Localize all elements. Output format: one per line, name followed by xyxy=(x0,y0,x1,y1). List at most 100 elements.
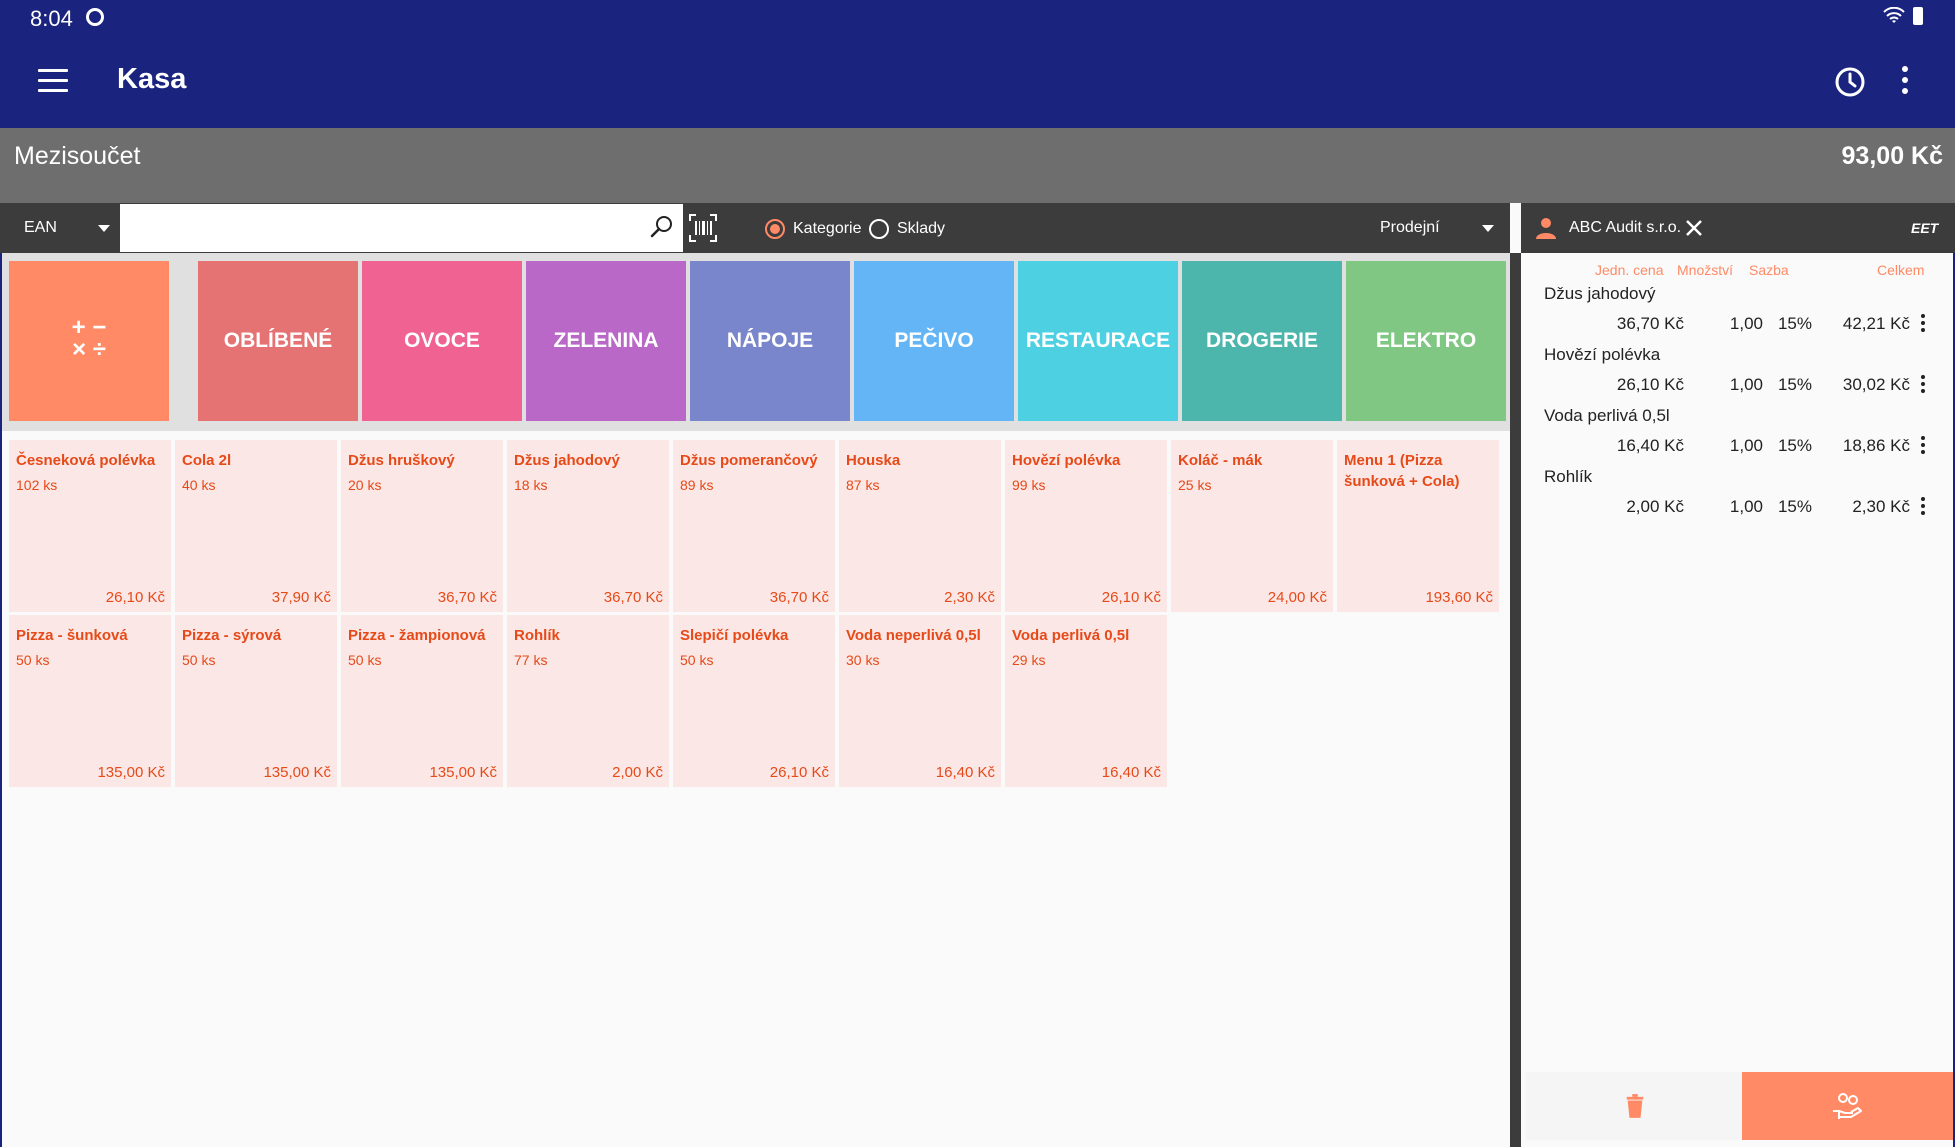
delete-button[interactable] xyxy=(1526,1072,1742,1140)
product-tile[interactable]: Voda perlivá 0,5l 29 ks 16,40 Kč xyxy=(1005,615,1167,787)
receipt-line-quantity: 1,00 xyxy=(1729,497,1763,516)
receipt-line-name[interactable]: Voda perlivá 0,5l xyxy=(1544,406,1670,425)
product-tile[interactable]: Rohlík 77 ks 2,00 Kč xyxy=(507,615,669,787)
receipt-line[interactable]: 26,10 Kč 1,00 15% 30,02 Kč xyxy=(1521,375,1955,399)
product-stock: 25 ks xyxy=(1178,477,1212,493)
receipt-line[interactable]: 36,70 Kč 1,00 15% 42,21 Kč xyxy=(1521,314,1955,338)
calculator-icon: + − × ÷ xyxy=(71,314,107,363)
customer-bar: ABC Audit s.r.o. EET xyxy=(1521,203,1955,253)
product-price: 36,70 Kč xyxy=(769,589,829,606)
close-icon[interactable] xyxy=(1683,217,1705,239)
clock-icon[interactable] xyxy=(1834,66,1866,98)
product-name: Džus pomerančový xyxy=(680,452,818,469)
product-tile[interactable]: Houska 87 ks 2,30 Kč xyxy=(839,440,1001,612)
price-type-select[interactable]: Prodejní xyxy=(1380,203,1500,253)
receipt-line[interactable]: 2,00 Kč 1,00 15% 2,30 Kč xyxy=(1521,497,1955,521)
more-vert-icon[interactable] xyxy=(1920,497,1926,519)
product-price: 16,40 Kč xyxy=(1101,764,1161,781)
receipt-line-name[interactable]: Hovězí polévka xyxy=(1544,345,1661,364)
customer-name[interactable]: ABC Audit s.r.o. xyxy=(1569,219,1682,236)
receipt-line-rate: 15% xyxy=(1777,375,1812,394)
product-name: Hovězí polévka xyxy=(1012,452,1121,469)
category-tile[interactable]: ELEKTRO xyxy=(1346,261,1506,421)
product-name: Pizza - žampionová xyxy=(348,627,486,644)
radio-category[interactable]: Kategorie xyxy=(765,219,862,239)
product-price: 135,00 Kč xyxy=(263,764,331,781)
pay-button[interactable] xyxy=(1742,1072,1953,1140)
radio-unselected-icon xyxy=(869,219,889,239)
panel-divider xyxy=(1510,253,1521,1147)
category-tile[interactable]: OVOCE xyxy=(362,261,522,421)
eet-icon[interactable]: EET xyxy=(1911,220,1939,236)
wifi-icon xyxy=(1883,7,1905,23)
product-price: 26,10 Kč xyxy=(105,589,165,606)
product-name: Slepičí polévka xyxy=(680,627,789,644)
product-tile[interactable]: Džus pomerančový 89 ks 36,70 Kč xyxy=(673,440,835,612)
product-tile[interactable]: Cola 2l 40 ks 37,90 Kč xyxy=(175,440,337,612)
product-tile[interactable]: Pizza - žampionová 50 ks 135,00 Kč xyxy=(341,615,503,787)
product-name: Menu 1 (Pizza šunková + Cola) xyxy=(1344,452,1460,490)
product-price: 193,60 Kč xyxy=(1425,589,1493,606)
calculator-button[interactable]: + − × ÷ xyxy=(9,261,169,421)
product-price: 135,00 Kč xyxy=(429,764,497,781)
menu-icon[interactable] xyxy=(38,69,68,93)
product-price: 2,30 Kč xyxy=(944,589,995,606)
receipt-line-total: 30,02 Kč xyxy=(1842,375,1910,394)
category-tile[interactable]: DROGERIE xyxy=(1182,261,1342,421)
product-tile[interactable]: Džus jahodový 18 ks 36,70 Kč xyxy=(507,440,669,612)
product-tile[interactable]: Menu 1 (Pizza šunková + Cola) 193,60 Kč xyxy=(1337,440,1499,612)
search-icon[interactable] xyxy=(649,214,675,240)
product-stock: 50 ks xyxy=(680,652,714,668)
receipt-line-quantity: 1,00 xyxy=(1729,436,1763,455)
product-stock: 50 ks xyxy=(16,652,50,668)
receipt-line-quantity: 1,00 xyxy=(1729,314,1763,333)
product-price: 37,90 Kč xyxy=(271,589,331,606)
code-type-select[interactable]: EAN xyxy=(14,203,118,253)
product-price: 26,10 Kč xyxy=(769,764,829,781)
receipt-line-unit-price: 16,40 Kč xyxy=(1616,436,1684,455)
receipt-line-name[interactable]: Rohlík xyxy=(1544,467,1593,486)
receipt-line-name[interactable]: Džus jahodový xyxy=(1544,284,1656,303)
product-price: 16,40 Kč xyxy=(935,764,995,781)
product-name: Džus jahodový xyxy=(514,452,620,469)
product-stock: 77 ks xyxy=(514,652,548,668)
product-tile[interactable]: Voda neperlivá 0,5l 30 ks 16,40 Kč xyxy=(839,615,1001,787)
category-tile[interactable]: ZELENINA xyxy=(526,261,686,421)
product-stock: 89 ks xyxy=(680,477,714,493)
radio-stock[interactable]: Sklady xyxy=(869,219,945,239)
page-title: Kasa xyxy=(117,63,187,95)
search-input[interactable] xyxy=(120,204,683,252)
receipt-panel: Jedn. cena Množství Sazba Celkem Džus ja… xyxy=(1521,253,1955,1147)
more-vert-icon[interactable] xyxy=(1920,436,1926,458)
notification-icon xyxy=(86,8,104,26)
header-unit-price: Jedn. cena xyxy=(1595,262,1664,278)
receipt-line-unit-price: 2,00 Kč xyxy=(1626,497,1684,516)
product-tile[interactable]: Džus hruškový 20 ks 36,70 Kč xyxy=(341,440,503,612)
chevron-down-icon xyxy=(1482,225,1494,232)
receipt-line-rate: 15% xyxy=(1777,497,1812,516)
app-bar: Kasa xyxy=(0,38,1955,128)
product-tile[interactable]: Hovězí polévka 99 ks 26,10 Kč xyxy=(1005,440,1167,612)
receipt-line-total: 18,86 Kč xyxy=(1842,436,1910,455)
radio-selected-icon xyxy=(765,219,785,239)
product-tile[interactable]: Pizza - šunková 50 ks 135,00 Kč xyxy=(9,615,171,787)
header-rate: Sazba xyxy=(1749,262,1789,278)
receipt-line-unit-price: 36,70 Kč xyxy=(1616,314,1684,333)
category-tile[interactable]: RESTAURACE xyxy=(1018,261,1178,421)
category-tile[interactable]: NÁPOJE xyxy=(690,261,850,421)
more-vert-icon[interactable] xyxy=(1920,375,1926,397)
product-tile[interactable]: Pizza - sýrová 50 ks 135,00 Kč xyxy=(175,615,337,787)
more-vert-icon[interactable] xyxy=(1920,314,1926,336)
receipt-line[interactable]: 16,40 Kč 1,00 15% 18,86 Kč xyxy=(1521,436,1955,460)
more-vert-icon[interactable] xyxy=(1900,66,1910,98)
category-tile[interactable]: OBLÍBENÉ xyxy=(198,261,358,421)
receipt-line-quantity: 1,00 xyxy=(1729,375,1763,394)
receipt-line-rate: 15% xyxy=(1777,436,1812,455)
product-tile[interactable]: Slepičí polévka 50 ks 26,10 Kč xyxy=(673,615,835,787)
subtotal-label: Mezisoučet xyxy=(14,142,141,170)
product-tile[interactable]: Česneková polévka 102 ks 26,10 Kč xyxy=(9,440,171,612)
category-tile[interactable]: PEČIVO xyxy=(854,261,1014,421)
barcode-scan-icon[interactable] xyxy=(688,213,718,243)
receipt-line-rate: 15% xyxy=(1777,314,1812,333)
product-tile[interactable]: Koláč - mák 25 ks 24,00 Kč xyxy=(1171,440,1333,612)
